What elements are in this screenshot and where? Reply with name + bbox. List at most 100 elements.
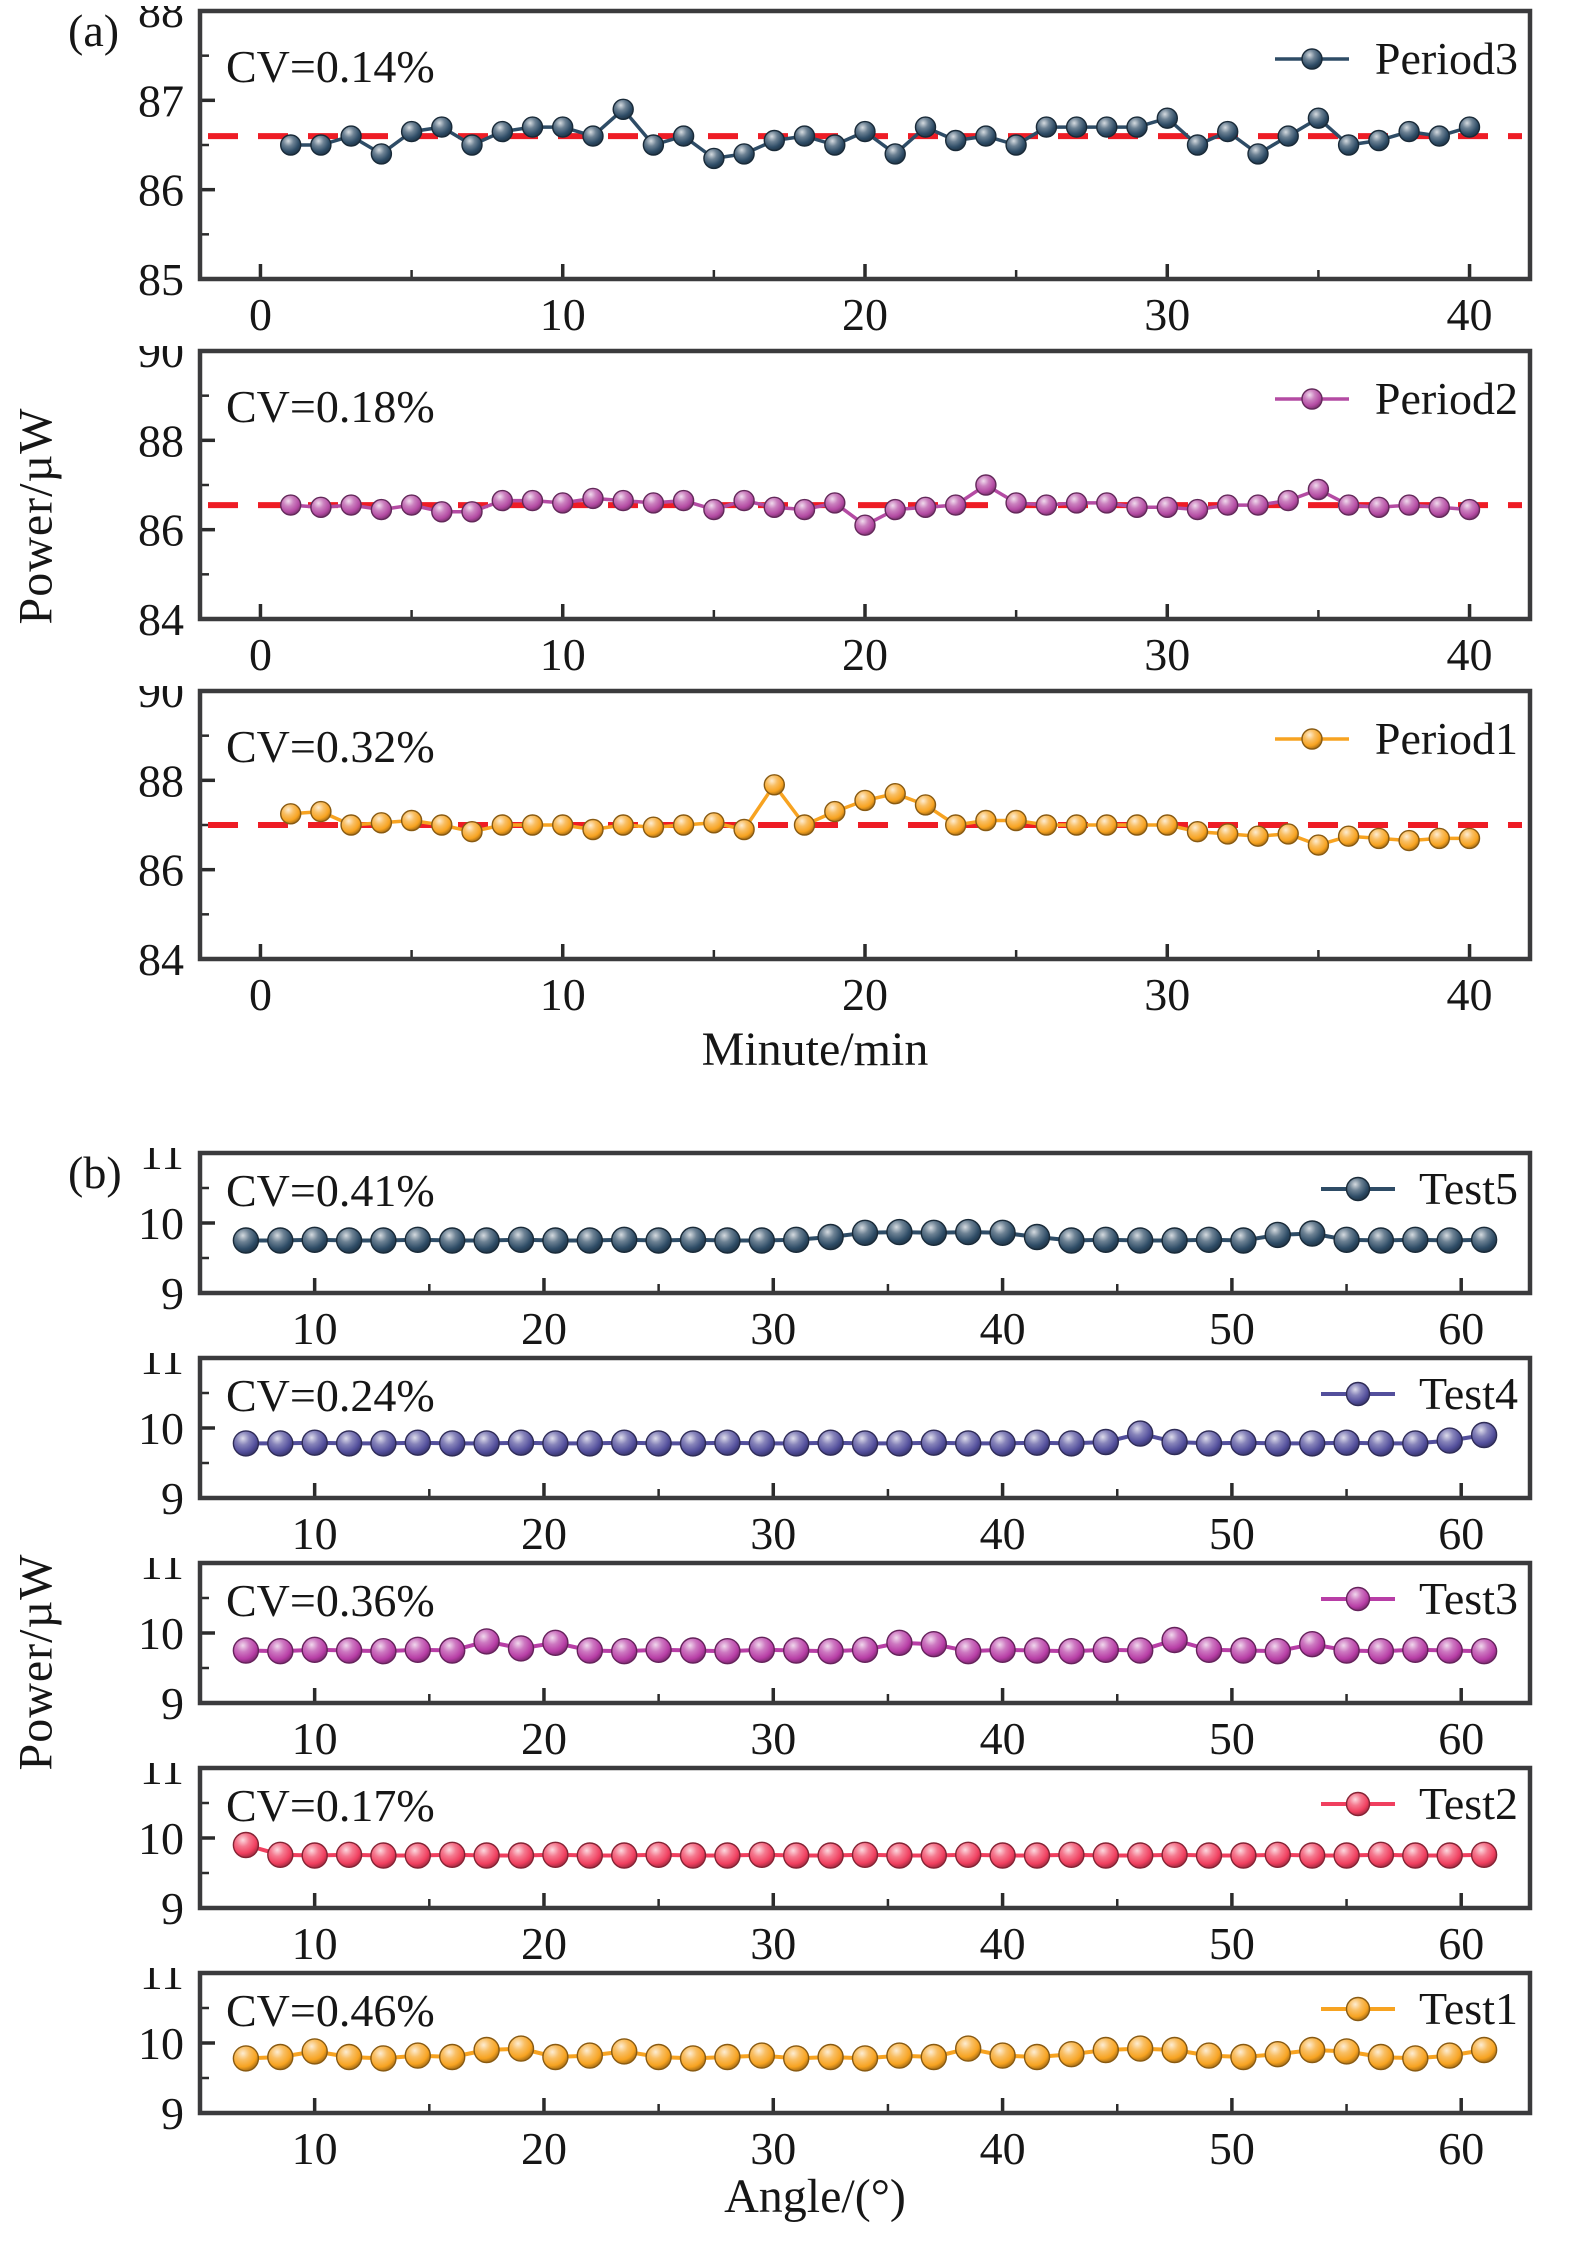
svg-text:0: 0 [249,629,272,680]
svg-text:50: 50 [1209,1918,1255,1968]
legend-test5: Test5 [1321,1163,1518,1214]
svg-text:30: 30 [750,1713,796,1763]
svg-text:40: 40 [980,2123,1026,2173]
svg-text:87: 87 [138,75,184,126]
svg-text:84: 84 [138,934,184,985]
svg-text:30: 30 [1144,969,1190,1020]
y-tick-labels: 85 86 87 88 [138,6,184,305]
plot-frame [197,1150,1533,1296]
svg-text:40: 40 [1447,289,1493,340]
svg-text:90: 90 [138,346,184,377]
y-tick-labels: 84 86 88 90 [138,686,184,985]
legend-test2: Test2 [1321,1778,1518,1829]
plot-frame [197,1560,1533,1706]
x-tick-labels: 0 10 20 30 40 [249,289,1493,340]
svg-text:88: 88 [138,415,184,466]
svg-text:9: 9 [161,1883,184,1934]
legend-test3: Test3 [1321,1573,1518,1624]
svg-text:50: 50 [1209,2123,1255,2173]
x-tick-labels: 10 20 30 40 50 60 [292,1918,1485,1968]
svg-text:10: 10 [138,1608,184,1659]
svg-text:40: 40 [980,1303,1026,1353]
svg-text:10: 10 [292,1508,338,1558]
y-tick-labels: 9 10 11 [138,1968,184,2139]
svg-text:Test5: Test5 [1419,1163,1518,1214]
svg-text:86: 86 [138,165,184,216]
panel-b-x-axis-title: Angle/(°) [724,2170,906,2223]
svg-text:30: 30 [750,1303,796,1353]
svg-text:86: 86 [138,505,184,556]
svg-text:9: 9 [161,1678,184,1729]
svg-text:10: 10 [138,1813,184,1864]
svg-text:0: 0 [249,969,272,1020]
svg-text:30: 30 [750,1508,796,1558]
svg-text:10: 10 [292,2123,338,2173]
svg-text:10: 10 [292,1303,338,1353]
series-markers [232,1626,1498,1665]
subplot-period2: 84 86 88 90 0 10 20 30 40 CV=0.18% Period2 [138,346,1533,680]
svg-text:50: 50 [1209,1303,1255,1353]
svg-text:84: 84 [138,594,184,645]
plot-frame [197,1765,1533,1911]
svg-text:11: 11 [140,1558,184,1589]
y-tick-labels: 9 10 11 [138,1763,184,1934]
x-tick-labels: 10 20 30 40 50 60 [292,1303,1485,1353]
cv-annotation: CV=0.41% [226,1165,435,1216]
subplot-test4: 9 10 11 10 20 30 40 50 60 CV=0.24% Test4 [138,1353,1533,1558]
svg-text:Test2: Test2 [1419,1778,1518,1829]
panel-b-subplots: 9 10 11 10 20 30 40 50 60 CV=0.41% Test5 9 10 11 10 20 3… [85,1148,1545,2173]
cv-annotation: CV=0.18% [226,381,435,432]
panel-a-x-axis-title: Minute/min [701,1023,929,1076]
svg-text:Test4: Test4 [1419,1368,1518,1419]
legend-period2: Period2 [1275,373,1518,424]
panel-b: 9 10 11 10 20 30 40 50 60 CV=0.41% Test5 9 10 11 10 20 3… [40,1148,1545,2224]
svg-text:20: 20 [521,1713,567,1763]
svg-text:85: 85 [138,254,184,305]
subplot-test5: 9 10 11 10 20 30 40 50 60 CV=0.41% Test5 [138,1148,1533,1353]
legend-period1: Period1 [1275,713,1518,764]
series-markers [279,98,1481,170]
plot-frame [197,1970,1533,2116]
svg-text:20: 20 [842,969,888,1020]
panel-a: 85 86 87 88 0 10 20 30 40 CV=0.14% Period3 84 86 88 90… [40,6,1545,1077]
svg-text:50: 50 [1209,1508,1255,1558]
y-tick-labels: 9 10 11 [138,1353,184,1524]
series-markers [279,474,1481,536]
svg-text:20: 20 [521,2123,567,2173]
plot-frame [197,348,1533,622]
svg-text:20: 20 [521,1508,567,1558]
svg-text:20: 20 [521,1918,567,1968]
svg-text:30: 30 [750,1918,796,1968]
series-line [290,783,1470,847]
x-tick-labels: 10 20 30 40 50 60 [292,1508,1485,1558]
svg-text:60: 60 [1438,1713,1484,1763]
svg-text:10: 10 [540,289,586,340]
svg-text:20: 20 [521,1303,567,1353]
svg-text:0: 0 [249,289,272,340]
y-tick-labels: 84 86 88 90 [138,346,184,645]
svg-text:11: 11 [140,1968,184,1999]
svg-text:50: 50 [1209,1713,1255,1763]
svg-text:10: 10 [138,2018,184,2069]
svg-text:60: 60 [1438,1303,1484,1353]
svg-text:60: 60 [1438,2123,1484,2173]
svg-text:40: 40 [1447,969,1493,1020]
svg-text:10: 10 [540,629,586,680]
svg-text:60: 60 [1438,1918,1484,1968]
svg-text:11: 11 [140,1148,184,1179]
y-tick-labels: 9 10 11 [138,1558,184,1729]
subplot-period3: 85 86 87 88 0 10 20 30 40 CV=0.14% Period3 [138,6,1533,340]
svg-text:86: 86 [138,845,184,896]
plot-frame [197,8,1533,282]
svg-text:9: 9 [161,1268,184,1319]
svg-text:40: 40 [980,1918,1026,1968]
svg-text:40: 40 [980,1508,1026,1558]
svg-text:11: 11 [140,1763,184,1794]
legend-test1: Test1 [1321,1983,1518,2034]
legend-test4: Test4 [1321,1368,1518,1419]
cv-annotation: CV=0.24% [226,1370,435,1421]
cv-annotation: CV=0.46% [226,1985,435,2036]
svg-text:9: 9 [161,1473,184,1524]
panel-b-label: (b) [68,1147,122,1198]
